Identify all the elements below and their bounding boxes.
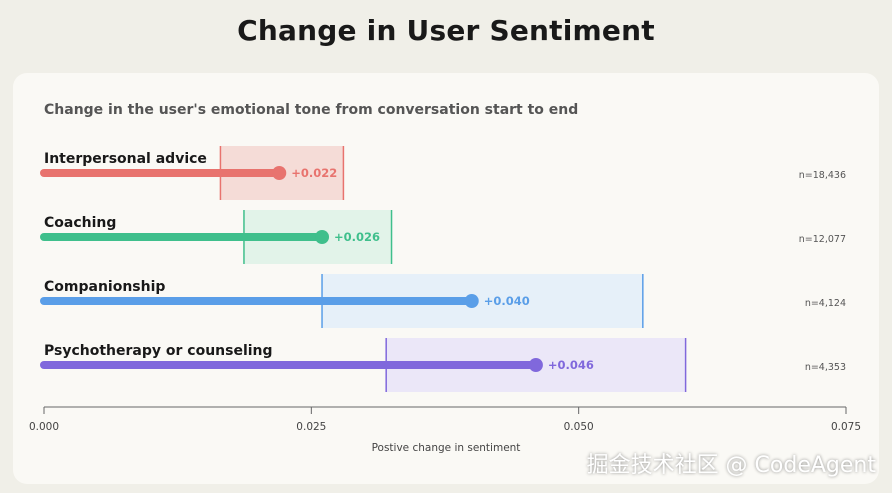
x-tick-label: 0.000 (29, 421, 59, 433)
sample-size-label: n=18,436 (799, 170, 846, 181)
chart-row: Psychotherapy or counseling +0.046 n=4,353 (40, 338, 846, 392)
x-tick-label: 0.050 (564, 421, 594, 433)
sample-size-label: n=12,077 (799, 234, 846, 245)
category-label: Interpersonal advice (44, 151, 207, 167)
category-label: Companionship (44, 279, 165, 295)
x-tick-label: 0.075 (831, 421, 861, 433)
value-label: +0.040 (484, 294, 530, 308)
value-label: +0.026 (334, 230, 380, 244)
value-point (272, 166, 287, 180)
chart-rows: Interpersonal advice +0.022 n=18,436 Coachi… (40, 146, 846, 392)
chart-subtitle: Change in the user's emotional tone from… (44, 102, 579, 118)
page-title: Change in User Sentiment (237, 14, 655, 47)
x-axis: 0.000 0.025 0.050 0.075 Postive change in se… (29, 406, 861, 454)
chart-row: Coaching +0.026 n=12,077 (40, 210, 846, 264)
x-tick-label: 0.025 (296, 421, 326, 433)
value-point (528, 358, 543, 372)
value-label: +0.022 (291, 166, 337, 180)
value-label: +0.046 (548, 358, 594, 372)
value-point (464, 294, 479, 308)
watermark: 掘金技术社区 @ CodeAgent (586, 453, 876, 478)
chart-row: Interpersonal advice +0.022 n=18,436 (40, 146, 846, 200)
x-axis-label: Postive change in sentiment (372, 442, 521, 454)
sample-size-label: n=4,353 (805, 362, 846, 373)
chart-row: Companionship +0.040 n=4,124 (40, 274, 846, 328)
sample-size-label: n=4,124 (805, 298, 846, 309)
category-label: Psychotherapy or counseling (44, 343, 273, 359)
value-point (315, 230, 330, 244)
category-label: Coaching (44, 215, 116, 231)
